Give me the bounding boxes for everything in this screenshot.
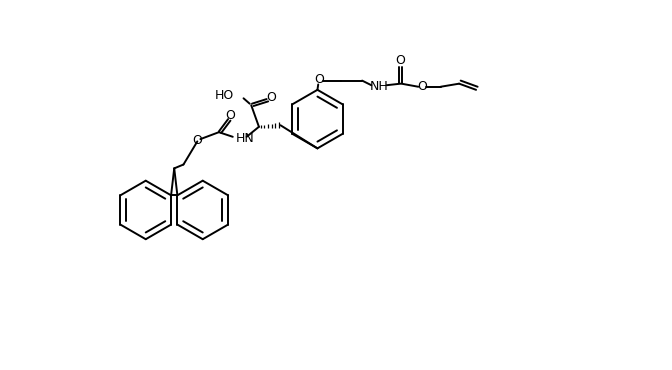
Text: HN: HN	[236, 132, 255, 145]
Text: O: O	[266, 91, 276, 104]
Text: O: O	[417, 80, 427, 93]
Text: O: O	[192, 134, 202, 147]
Text: NH: NH	[370, 80, 388, 93]
Text: O: O	[314, 73, 324, 86]
Text: O: O	[396, 54, 405, 67]
Text: HO: HO	[215, 90, 235, 102]
Text: O: O	[226, 109, 235, 122]
